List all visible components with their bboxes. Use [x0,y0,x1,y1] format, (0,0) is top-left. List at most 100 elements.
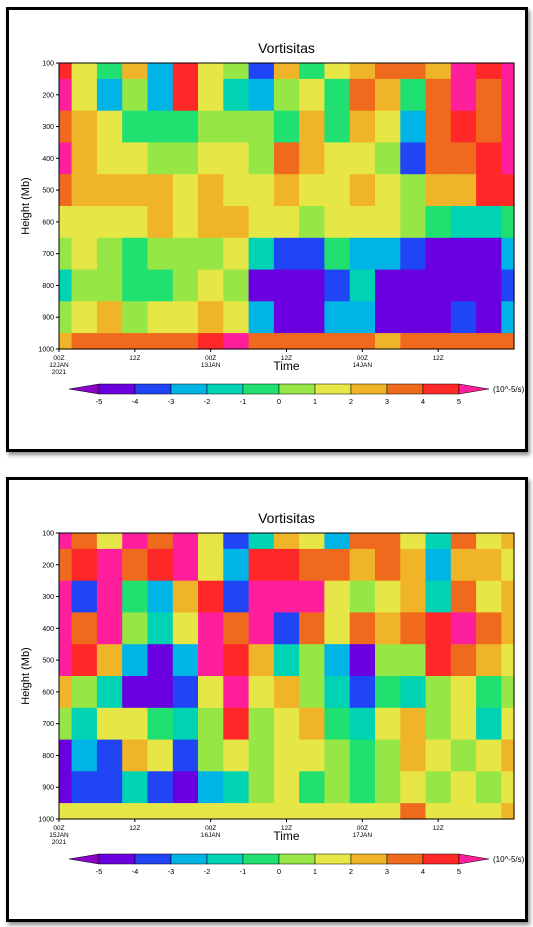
heatmap-cell [476,533,502,550]
heatmap-cell [501,580,515,614]
heatmap-cell [172,78,199,112]
x-tick-label: 16JAN [201,832,221,839]
heatmap-cell [450,78,477,112]
heatmap-cell [501,269,515,302]
colorbar-swatch [98,383,136,395]
heatmap-cell [96,174,123,207]
heatmap-cell [172,803,199,820]
heatmap-cell [450,237,477,271]
colorbar-swatch [206,383,244,395]
heatmap-cell [59,63,73,80]
heatmap-cell [59,739,73,772]
heatmap-cell [375,707,401,741]
heatmap-cell [476,739,502,772]
colorbar-arrow-low [68,853,100,865]
heatmap-cell [299,78,325,112]
heatmap-cell [324,771,351,804]
heatmap-cell [248,333,275,350]
heatmap-cell [375,142,401,175]
x-tick-label: 2021 [52,839,67,846]
heatmap-cell [172,174,199,207]
heatmap-cell [248,580,275,614]
heatmap-cell [324,269,351,302]
heatmap-cell [122,301,149,334]
heatmap-cell [147,333,174,350]
colorbar-swatch [242,853,280,865]
heatmap-cell [324,612,351,645]
heatmap-cell [476,110,502,144]
heatmap-cell [349,78,376,112]
colorbar-tick-label: 0 [277,397,281,406]
heatmap-cell [400,644,427,677]
x-tick-label: 12Z [433,825,444,832]
heatmap-cell [450,533,477,550]
heatmap-cell [96,206,123,239]
heatmap-cell [172,580,199,614]
y-tick-label: 700 [42,721,54,728]
heatmap-cell [172,644,199,677]
heatmap-cell [425,707,452,741]
heatmap-cell [501,803,515,820]
heatmap-cell [198,142,224,175]
heatmap-cell [71,333,98,350]
heatmap-cell [223,237,250,271]
x-tick-label: 12Z [129,825,140,832]
heatmap-cell [324,333,351,350]
heatmap-cell [349,707,376,741]
heatmap-cell [147,676,174,709]
heatmap-cell [71,644,98,677]
heatmap-cell [96,269,123,302]
colorbar-swatch [206,853,244,865]
heatmap-cell [476,580,502,614]
heatmap-cell [425,533,452,550]
heatmap-cell [248,771,275,804]
heatmap-cell [71,739,98,772]
heatmap-cell [400,771,427,804]
heatmap-cell [71,142,98,175]
heatmap-field [59,533,515,820]
heatmap-cell [248,63,275,80]
x-tick-label: 12Z [433,355,444,362]
colorbar-tick-label: -4 [132,397,139,406]
heatmap-cell [248,269,275,302]
heatmap-cell [501,206,515,239]
heatmap-cell [122,771,149,804]
heatmap-cell [198,269,224,302]
y-tick-label: 600 [42,219,54,226]
heatmap-cell [375,803,401,820]
heatmap-cell [273,206,300,239]
heatmap-cell [476,301,502,334]
heatmap-cell [198,206,224,239]
heatmap-cell [324,580,351,614]
colorbar-tick-label: 2 [349,397,353,406]
heatmap-cell [71,676,98,709]
heatmap-cell [501,739,515,772]
colorbar-tick-label: 4 [421,397,425,406]
heatmap-cell [198,533,224,550]
colorbar-tick-label: 2 [349,867,353,876]
x-tick-label: 13JAN [201,362,221,369]
heatmap-cell [172,707,199,741]
heatmap-cell [375,237,401,271]
heatmap-cell [59,269,73,302]
heatmap-cell [172,237,199,271]
heatmap-cell [71,707,98,741]
colorbar-swatch [98,853,136,865]
heatmap-cell [59,333,73,350]
heatmap-cell [71,206,98,239]
heatmap-cell [122,174,149,207]
colorbar-swatch [386,383,424,395]
heatmap-cell [349,548,376,582]
y-tick-label: 700 [42,251,54,258]
heatmap-cell [248,644,275,677]
colorbar-unit-label: (10^-5/s) [493,855,525,864]
heatmap-cell [501,142,515,175]
heatmap-cell [223,803,250,820]
heatmap-cell [172,612,199,645]
heatmap-cell [59,110,73,144]
heatmap-cell [476,612,502,645]
heatmap-cell [96,644,123,677]
heatmap-cell [425,206,452,239]
heatmap-cell [71,237,98,271]
heatmap-cell [71,174,98,207]
